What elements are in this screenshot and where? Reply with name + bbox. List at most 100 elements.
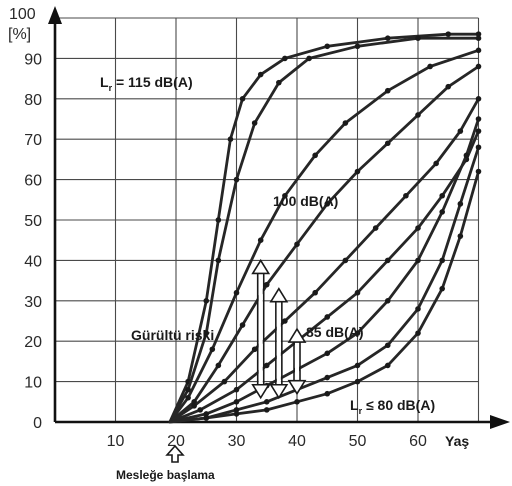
start-arrow-icon bbox=[165, 444, 185, 463]
series-point bbox=[372, 225, 379, 231]
series-point bbox=[415, 225, 421, 231]
series-line bbox=[168, 65, 480, 424]
x-tick-label: 60 bbox=[409, 433, 427, 450]
series-point bbox=[306, 55, 312, 62]
annotation-noise-risk: Gürültü riski bbox=[131, 327, 214, 343]
series-point bbox=[233, 386, 240, 393]
series-point bbox=[215, 217, 222, 223]
series-point bbox=[233, 411, 240, 417]
y-tick-label: 80 bbox=[24, 92, 42, 109]
y-tick-label: 40 bbox=[24, 253, 42, 270]
series-point bbox=[463, 152, 470, 159]
series-point bbox=[191, 403, 197, 409]
y-tick-label: 0 bbox=[33, 415, 42, 432]
series-point bbox=[197, 407, 203, 413]
series-point bbox=[263, 281, 270, 288]
series-point bbox=[427, 63, 433, 70]
y-tick-labels: 0 10 20 30 40 50 60 70 80 90 bbox=[24, 51, 42, 432]
y-axis-top-label: 100 bbox=[9, 6, 36, 23]
series-point bbox=[282, 192, 288, 199]
series-point bbox=[354, 168, 361, 175]
y-tick-label: 60 bbox=[24, 173, 42, 190]
series-point bbox=[221, 378, 228, 385]
y-tick-label: 10 bbox=[24, 375, 42, 392]
series-point bbox=[203, 411, 210, 417]
risk-arrows bbox=[251, 258, 307, 400]
risk-arrow-fill bbox=[295, 341, 299, 382]
series-point bbox=[233, 407, 240, 413]
series-point bbox=[475, 35, 482, 41]
series-point bbox=[324, 374, 331, 381]
series-point bbox=[276, 79, 282, 86]
risk-arrow-head bbox=[287, 379, 307, 396]
series-point bbox=[257, 237, 264, 243]
series-point bbox=[384, 140, 391, 147]
series-line bbox=[168, 117, 480, 424]
series-point bbox=[439, 192, 446, 199]
series-point bbox=[342, 120, 349, 126]
grid bbox=[55, 17, 480, 422]
annotation-85db: 85 dB(A) bbox=[306, 324, 364, 340]
series-point bbox=[445, 83, 452, 90]
series-line bbox=[168, 32, 480, 424]
y-axis-arrow-icon bbox=[48, 6, 62, 24]
series-point bbox=[282, 55, 288, 62]
series-point bbox=[403, 192, 409, 199]
series-point bbox=[384, 298, 391, 304]
risk-arrow-head bbox=[251, 258, 271, 275]
series-point bbox=[294, 241, 300, 248]
series-point bbox=[439, 257, 446, 264]
series-point bbox=[185, 394, 191, 401]
series-point bbox=[185, 386, 191, 393]
y-tick-label: 20 bbox=[24, 334, 42, 351]
series-point bbox=[239, 96, 246, 102]
series-point bbox=[251, 120, 258, 126]
series-point bbox=[203, 298, 210, 304]
risk-arrow-head bbox=[251, 383, 271, 400]
x-tick-label: 40 bbox=[288, 433, 306, 450]
series-point bbox=[475, 47, 482, 54]
series-point bbox=[384, 35, 391, 41]
series-point bbox=[203, 415, 210, 421]
series-point bbox=[475, 128, 482, 134]
series-point bbox=[439, 285, 446, 292]
series-point bbox=[324, 43, 331, 50]
x-axis-arrow-icon bbox=[490, 415, 510, 429]
series-point bbox=[324, 390, 331, 397]
risk-arrow-fill bbox=[276, 300, 281, 386]
series-point bbox=[209, 346, 216, 353]
series-point bbox=[457, 128, 464, 134]
series-point bbox=[233, 289, 240, 296]
series-point bbox=[475, 96, 482, 102]
x-tick-labels: 10 20 30 40 50 60 bbox=[107, 433, 427, 450]
annotation-100db: 100 dB(A) bbox=[273, 193, 338, 209]
career-start-label: Mesleğe başlama bbox=[116, 468, 215, 482]
y-tick-label: 90 bbox=[24, 51, 42, 68]
series-point bbox=[324, 350, 331, 357]
series-point bbox=[251, 346, 258, 353]
x-tick-label: 20 bbox=[167, 433, 185, 450]
series-point bbox=[282, 318, 288, 324]
risk-arrow-head bbox=[287, 327, 307, 343]
series-point bbox=[354, 362, 361, 369]
series-point bbox=[415, 112, 421, 118]
series-point bbox=[415, 257, 421, 264]
annotation-80db: Lr ≤ 80 dB(A) bbox=[350, 397, 435, 416]
series-point bbox=[384, 342, 391, 349]
series-point bbox=[233, 399, 240, 405]
risk-arrow-fill bbox=[258, 272, 263, 386]
series-point bbox=[263, 399, 270, 405]
series-point bbox=[475, 144, 482, 151]
series-point bbox=[312, 289, 318, 296]
series-point bbox=[294, 399, 300, 405]
x-tick-label: 10 bbox=[107, 433, 125, 450]
series-point bbox=[324, 314, 331, 320]
series-point bbox=[457, 201, 464, 207]
series-point bbox=[354, 378, 361, 385]
risk-arrow-head bbox=[269, 383, 289, 400]
series-point bbox=[263, 362, 270, 369]
series-point bbox=[445, 31, 452, 37]
series-point bbox=[354, 289, 361, 296]
risk-arrow-head bbox=[269, 287, 289, 303]
